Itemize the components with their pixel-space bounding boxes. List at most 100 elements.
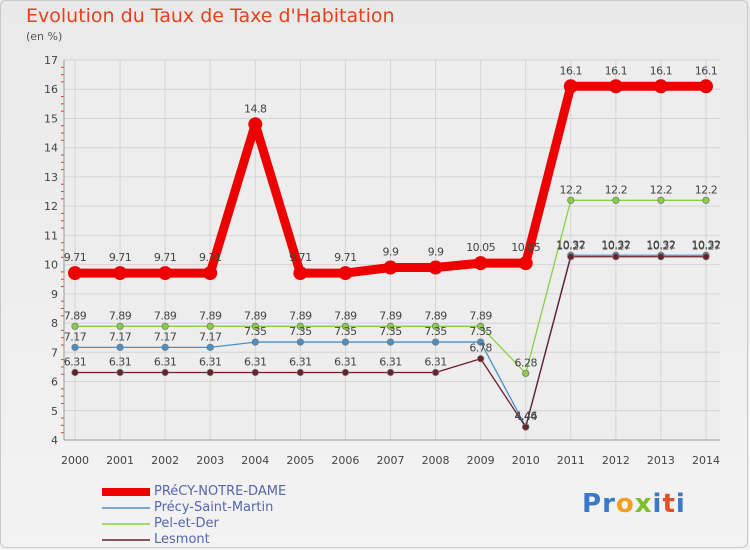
data-label: 10.27	[692, 240, 721, 253]
data-label: 10.05	[511, 241, 540, 254]
data-label: 10.27	[556, 240, 585, 253]
data-point	[71, 322, 79, 330]
x-tick-label: 2009	[467, 454, 495, 467]
data-point	[702, 196, 710, 204]
x-tick-label: 2003	[196, 454, 224, 467]
data-point	[116, 322, 124, 330]
data-point	[248, 117, 263, 132]
data-point	[699, 79, 713, 94]
legend-item-pel-et-der[interactable]: Pel-et-Der	[100, 516, 360, 532]
data-point	[206, 322, 214, 330]
x-tick-label: 2006	[331, 454, 359, 467]
data-point	[657, 253, 665, 261]
data-label: 16.1	[605, 64, 628, 77]
data-label: 7.35	[469, 325, 492, 338]
data-label: 10.32	[556, 238, 585, 251]
data-label: 12.2	[605, 183, 628, 196]
data-point	[71, 343, 79, 351]
data-label: 7.89	[244, 309, 267, 322]
legend-item-precy-notre-dame[interactable]: PRéCY-NOTRE-DAME	[100, 484, 360, 500]
grid-layer	[64, 59, 720, 441]
data-label: 9.71	[154, 251, 177, 264]
data-point	[518, 256, 533, 271]
legend-label: Lesmont	[154, 532, 210, 547]
y-tick-label: 12	[44, 200, 58, 213]
data-point	[383, 260, 398, 275]
data-label: 16.1	[560, 64, 583, 77]
legend-item-precy-saint-martin[interactable]: Précy-Saint-Martin	[100, 500, 360, 516]
y-tick-label: 15	[44, 112, 58, 125]
legend-swatch	[102, 507, 150, 509]
proxiti-logo: Proxiti	[582, 489, 686, 519]
y-tick-label: 6	[51, 376, 58, 389]
data-label: 6.31	[244, 355, 267, 368]
data-label: 9.71	[64, 251, 87, 264]
data-point	[206, 343, 214, 351]
data-point	[338, 266, 353, 281]
legend-swatch	[102, 523, 150, 525]
data-point	[296, 338, 304, 346]
data-label: 6.78	[469, 342, 492, 355]
y-tick-label: 13	[44, 171, 58, 184]
axis-layer: 4 5 6 7 8 9 10 11 12 13 14 15 16 17 2000 2001 2002 2003 20…	[44, 54, 720, 467]
data-point	[612, 196, 620, 204]
data-label: 10.05	[466, 241, 495, 254]
data-label: 6.31	[109, 355, 132, 368]
data-label: 7.17	[199, 330, 222, 343]
data-label: 7.17	[154, 330, 177, 343]
x-tick-label: 2001	[106, 454, 134, 467]
y-tick-label: 14	[44, 142, 58, 155]
data-label: 4.44	[514, 410, 537, 423]
y-tick-label: 16	[44, 83, 58, 96]
data-label: 7.17	[109, 330, 132, 343]
data-label: 7.35	[244, 325, 267, 338]
data-point	[251, 368, 259, 377]
legend: PRéCY-NOTRE-DAME Précy-Saint-Martin Pel-…	[100, 484, 360, 548]
data-point	[431, 322, 440, 330]
data-point	[341, 338, 350, 346]
x-tick-label: 2010	[512, 454, 540, 467]
data-label: 6.31	[424, 355, 447, 368]
data-label: 9.71	[289, 251, 312, 264]
x-tick-label: 2002	[151, 454, 179, 467]
legend-item-lesmont[interactable]: Lesmont	[100, 532, 360, 548]
data-label: 6.28	[514, 356, 537, 369]
data-point	[702, 253, 710, 261]
data-point	[657, 196, 665, 204]
data-label: 7.89	[64, 309, 87, 322]
data-label: 6.31	[334, 355, 357, 368]
data-label: 7.35	[289, 325, 312, 338]
legend-swatch	[102, 488, 150, 496]
data-label: 4.46	[514, 410, 537, 423]
data-point	[341, 322, 350, 330]
y-tick-label: 4	[51, 434, 58, 447]
data-label: 10.32	[692, 238, 721, 251]
data-point	[386, 338, 395, 346]
data-label: 12.2	[560, 183, 583, 196]
x-tick-label: 2012	[602, 454, 630, 467]
legend-swatch	[102, 539, 150, 541]
y-tick-label: 7	[51, 346, 58, 359]
data-label: 7.89	[154, 309, 177, 322]
data-point	[296, 322, 304, 330]
data-point	[428, 260, 443, 275]
chart-unit: (en %)	[26, 30, 63, 43]
data-point	[206, 368, 214, 377]
x-tick-label: 2008	[422, 454, 450, 467]
x-tick-label: 2007	[377, 454, 405, 467]
data-label: 10.27	[601, 240, 630, 253]
x-tick-label: 2014	[692, 454, 720, 467]
data-label: 7.17	[64, 330, 87, 343]
y-tick-label: 10	[44, 259, 58, 272]
data-point	[477, 322, 485, 330]
data-label: 14.8	[244, 102, 267, 115]
data-point	[386, 368, 395, 377]
data-label: 7.89	[334, 309, 357, 322]
legend-label: Précy-Saint-Martin	[154, 500, 274, 515]
data-label: 7.89	[109, 309, 132, 322]
data-point	[68, 266, 82, 281]
data-point	[116, 368, 124, 377]
data-point	[203, 266, 218, 281]
data-point	[477, 355, 485, 363]
